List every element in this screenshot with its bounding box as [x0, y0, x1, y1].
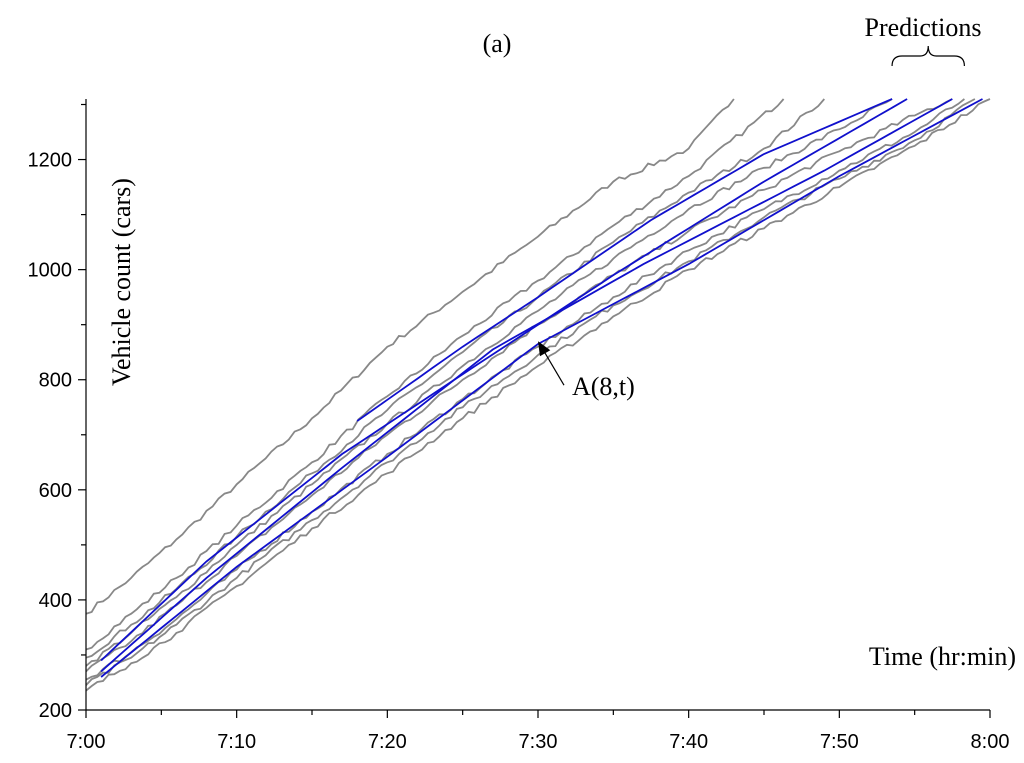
- predicted-curve-9: [100, 98, 908, 662]
- x-tick-label: 7:30: [519, 731, 558, 753]
- observed-curve-3: [85, 98, 893, 667]
- x-tick-label: 8:00: [971, 731, 1010, 753]
- predictions-bracket: [891, 45, 965, 67]
- predicted-curve-8: [356, 98, 893, 422]
- annotation-arrowhead: [538, 341, 551, 357]
- plot-area: 7:00 7:10 7:20 7:30 7:40 7:50 8:00 200 400 600 800…: [28, 98, 1010, 753]
- axes-layer: [85, 99, 990, 711]
- series-layer: [85, 98, 991, 692]
- chart-title: (a): [483, 29, 512, 58]
- ticks-layer: 7:00 7:10 7:20 7:30 7:40 7:50 8:00 200 400 600 800…: [28, 103, 1010, 753]
- y-axis-label: Vehicle count (cars): [107, 178, 136, 386]
- predictions-label: Predictions: [865, 13, 982, 42]
- x-tick-label: 7:10: [217, 731, 256, 753]
- predicted-curve-11: [100, 98, 983, 678]
- observed-curve-2: [85, 98, 825, 659]
- observed-curve-6: [85, 98, 976, 686]
- observed-curve-0: [85, 98, 735, 615]
- x-tick-label: 7:00: [67, 731, 106, 753]
- y-tick-label: 1200: [28, 150, 73, 172]
- x-tick-label: 7:20: [368, 731, 407, 753]
- curve-annotation-label: A(8,t): [572, 372, 635, 401]
- y-tick-label: 200: [39, 700, 72, 722]
- observed-curve-7: [85, 98, 991, 692]
- predicted-curve-10: [100, 98, 953, 673]
- x-tick-label: 7:50: [820, 731, 859, 753]
- y-tick-label: 1000: [28, 260, 73, 282]
- y-tick-label: 800: [39, 370, 72, 392]
- observed-curve-1: [85, 98, 785, 651]
- observed-curve-4: [85, 98, 953, 673]
- x-axis-label: Time (hr:min): [869, 642, 1016, 671]
- y-tick-label: 600: [39, 480, 72, 502]
- x-tick-label: 7:40: [669, 731, 708, 753]
- y-tick-label: 400: [39, 590, 72, 612]
